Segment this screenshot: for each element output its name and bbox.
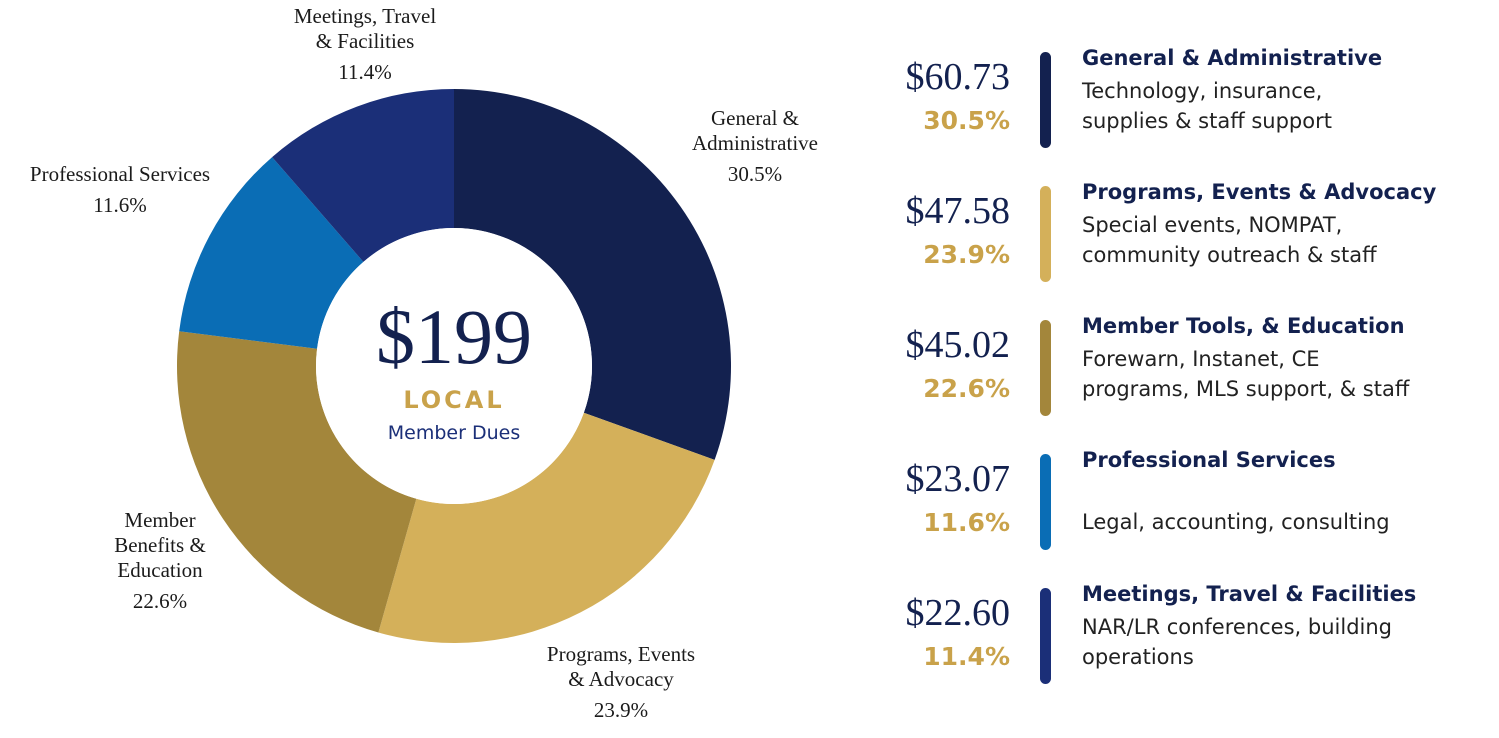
legend-amount: $60.73 <box>905 56 1011 98</box>
legend-amount: $22.60 <box>905 592 1011 634</box>
slice <box>179 157 364 349</box>
slice-value: 11.4% <box>338 60 392 84</box>
center-label: LOCAL <box>403 386 505 414</box>
legend-description: Forewarn, Instanet, CE programs, MLS sup… <box>1082 347 1410 401</box>
legend-swatch <box>1040 186 1051 282</box>
slice-value: 22.6% <box>132 589 188 613</box>
legend-percent: 11.4% <box>923 642 1010 671</box>
slice <box>272 89 454 262</box>
slice-name: Member Benefits & Education <box>114 508 206 582</box>
slice-name: Professional Services <box>29 162 211 186</box>
legend-title: Programs, Events & Advocacy <box>1082 180 1437 204</box>
legend-swatch <box>1040 454 1051 550</box>
legend-swatch <box>1040 52 1051 148</box>
slice-value: 23.9% <box>593 698 649 722</box>
slice-name: Programs, Events & Advocacy <box>546 642 696 691</box>
donut-hole <box>316 228 592 504</box>
legend-description: Special events, NOMPAT, community outrea… <box>1082 213 1377 267</box>
center-sublabel: Member Dues <box>387 422 521 444</box>
legend-percent: 22.6% <box>923 374 1010 403</box>
slice <box>454 89 732 460</box>
legend-percent: 30.5% <box>923 106 1010 135</box>
slice-name: Meetings, Travel & Facilities <box>293 4 437 53</box>
legend-swatch <box>1040 320 1051 416</box>
legend-title: Member Tools, & Education <box>1082 314 1405 338</box>
slice-name: General & Administrative <box>692 106 818 155</box>
legend-amount: $23.07 <box>905 458 1011 500</box>
legend-description: Technology, insurance, supplies & staff … <box>1082 79 1332 133</box>
slice-label: Programs, Events & Advocacy 23.9% <box>547 642 695 723</box>
slice-value: 30.5% <box>727 162 783 186</box>
slice-label: Meetings, Travel & Facilities 11.4% <box>294 4 436 85</box>
slice-value: 11.6% <box>93 193 147 217</box>
legend-percent: 23.9% <box>923 240 1010 269</box>
legend-title: Meetings, Travel & Facilities <box>1082 582 1417 606</box>
legend-title: General & Administrative <box>1082 46 1383 70</box>
slice <box>378 412 715 644</box>
slice <box>177 331 417 633</box>
legend-percent: 11.6% <box>923 508 1010 537</box>
legend-amount: $45.02 <box>905 324 1011 366</box>
legend-swatch <box>1040 588 1051 684</box>
slice-label: Member Benefits & Education 22.6% <box>114 508 206 614</box>
legend-description: NAR/LR conferences, building operations <box>1082 615 1392 669</box>
legend-title: Professional Services <box>1082 448 1336 472</box>
center-amount: $199 <box>376 293 532 380</box>
legend-description: Legal, accounting, consulting <box>1082 510 1390 534</box>
legend-amount: $47.58 <box>905 190 1011 232</box>
slice-label: Professional Services 11.6% <box>30 162 210 218</box>
slice-label: General & Administrative 30.5% <box>692 106 818 187</box>
